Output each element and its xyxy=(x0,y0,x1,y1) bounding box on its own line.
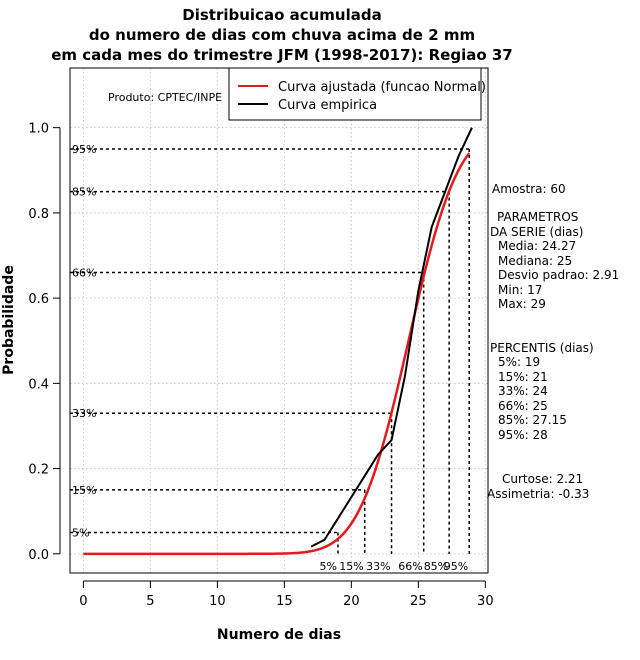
side-panel: Amostra: 60 PARAMETROS DA SERIE (dias) M… xyxy=(487,182,619,501)
percentile-15: 15%: 21 xyxy=(498,370,548,384)
percentile-33: 33%: 24 xyxy=(498,384,548,398)
y-tick-label: 0.8 xyxy=(28,207,49,222)
x-tick-label: 10 xyxy=(209,594,226,609)
percentile-label-y: 5% xyxy=(72,527,89,540)
percentile-05: 5%: 19 xyxy=(498,355,540,369)
plot-frame xyxy=(69,67,489,574)
percentile-label-y: 33% xyxy=(72,407,96,420)
skewness: Assimetria: -0.33 xyxy=(487,487,589,501)
param-min: Min: 17 xyxy=(498,283,542,297)
percentile-label-x: 66% xyxy=(398,560,422,573)
y-tick-label: 0.4 xyxy=(28,377,49,392)
percentile-label-y: 66% xyxy=(72,267,96,280)
x-tick-label: 25 xyxy=(410,594,427,609)
percentile-label-y: 95% xyxy=(72,143,96,156)
params-title-1: PARAMETROS xyxy=(497,210,578,224)
percentile-label-x: 15% xyxy=(339,560,363,573)
y-tick-label: 0.2 xyxy=(28,463,49,478)
legend-box xyxy=(228,67,482,121)
kurtosis: Curtose: 2.21 xyxy=(502,472,583,486)
grid-lines xyxy=(70,68,488,573)
x-tick-label: 15 xyxy=(276,594,293,609)
product-label: Produto: CPTEC/INPE xyxy=(108,91,222,104)
y-tick-label: 0.0 xyxy=(28,548,49,563)
legend: Curva ajustada (funcao Normal) Curva emp… xyxy=(228,67,486,121)
percentile-lines: 5%5%15%15%33%33%66%66%85%85%95%95% xyxy=(70,143,470,573)
percentiles-title: PERCENTIS (dias) xyxy=(490,341,594,355)
sample-size: Amostra: 60 xyxy=(492,182,566,196)
percentile-66: 66%: 25 xyxy=(498,399,548,413)
chart-title-line-1: Distribuicao acumulada xyxy=(182,6,381,24)
y-axis-title: Probabilidade xyxy=(1,265,17,375)
legend-label-fitted: Curva ajustada (funcao Normal) xyxy=(278,80,486,95)
x-tick-label: 30 xyxy=(477,594,494,609)
curves xyxy=(83,127,473,556)
axes: 0 5 10 15 20 25 30 0.0 0.2 0.4 0.6 0.8 1.0 xyxy=(28,122,493,609)
percentile-label-y: 15% xyxy=(72,484,96,497)
x-tick-label: 20 xyxy=(343,594,360,609)
legend-label-empirical: Curva empirica xyxy=(278,98,377,113)
params-title-2: DA SERIE (dias) xyxy=(490,225,583,239)
y-tick-label: 0.6 xyxy=(28,292,49,307)
percentile-95: 95%: 28 xyxy=(498,428,548,442)
x-axis-title: Numero de dias xyxy=(217,627,341,643)
x-tick-label: 0 xyxy=(79,594,87,609)
fitted-normal-curve xyxy=(83,152,471,556)
percentile-label-x: 5% xyxy=(319,560,336,573)
percentile-label-x: 33% xyxy=(366,560,390,573)
percentile-85: 85%: 27.15 xyxy=(498,413,567,427)
empirical-curve xyxy=(310,127,473,548)
param-sd: Desvio padrao: 2.91 xyxy=(498,268,619,282)
y-tick-label: 1.0 xyxy=(28,122,49,137)
percentile-label-y: 85% xyxy=(72,186,96,199)
param-mean: Media: 24.27 xyxy=(498,239,576,253)
x-tick-label: 5 xyxy=(146,594,154,609)
percentile-label-x: 85% xyxy=(424,560,448,573)
chart-title-line-3: em cada mes do trimestre JFM (1998-2017)… xyxy=(51,46,513,64)
param-max: Max: 29 xyxy=(498,297,546,311)
param-median: Mediana: 25 xyxy=(498,254,572,268)
percentile-label-x: 95% xyxy=(444,560,468,573)
chart-title-line-2: do numero de dias com chuva acima de 2 m… xyxy=(89,26,475,44)
